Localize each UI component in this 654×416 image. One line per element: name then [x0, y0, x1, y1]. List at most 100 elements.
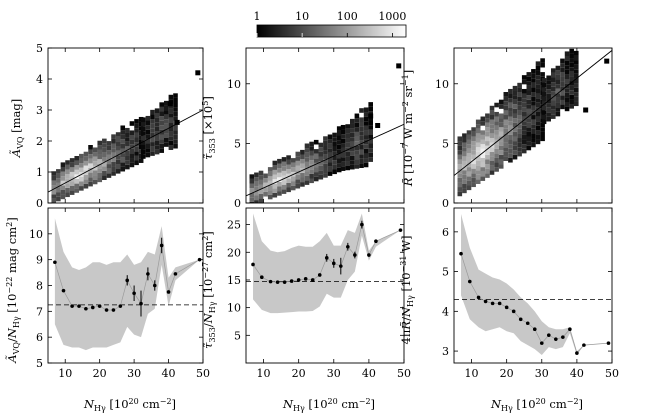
- heatmap-cell: [309, 178, 314, 184]
- heatmap-cell: [368, 106, 373, 112]
- heatmap-cell: [120, 130, 126, 135]
- heatmap-cell: [574, 42, 579, 47]
- heatmap-cell: [517, 128, 522, 134]
- ylabel-top-left: ÃVQ [mag]: [9, 99, 25, 158]
- heatmap-cell: [263, 178, 268, 183]
- heatmap-cell: [304, 148, 310, 153]
- heatmap-cell: [345, 128, 350, 134]
- heatmap-cell: [540, 122, 545, 128]
- heatmap-cell: [134, 155, 139, 161]
- heatmap-cell: [295, 174, 301, 180]
- heatmap-cell: [535, 65, 541, 71]
- heatmap-cell: [494, 102, 499, 108]
- heatmap-cell: [526, 141, 532, 146]
- heatmap-cell: [340, 166, 346, 171]
- heatmap-cell: [69, 176, 75, 182]
- heatmap-cell: [457, 141, 463, 146]
- heatmap-cell: [267, 194, 273, 200]
- heatmap-cell: [115, 136, 121, 142]
- heatmap-cell: [318, 147, 324, 152]
- heatmap-cell: [489, 165, 495, 171]
- heatmap-cell: [359, 149, 364, 155]
- heatmap-cell: [300, 177, 305, 183]
- heatmap-cell: [535, 116, 541, 122]
- heatmap-cell: [354, 150, 360, 155]
- heatmap-cell: [168, 113, 174, 118]
- heatmap-cell: [517, 105, 522, 111]
- heatmap-cell: [129, 153, 135, 159]
- heatmap-cell: [60, 189, 66, 195]
- x-tick-label: 10: [58, 367, 72, 380]
- heatmap-cell: [332, 141, 337, 147]
- heatmap-cell: [79, 163, 84, 168]
- heatmap-cell: [396, 63, 402, 69]
- heatmap-cell: [277, 172, 282, 178]
- heatmap-cell: [569, 48, 574, 54]
- heatmap-cell: [300, 172, 305, 178]
- heatmap-cell: [111, 148, 116, 153]
- data-point: [497, 301, 502, 306]
- heatmap-cell: [141, 117, 146, 123]
- xlabel-middle: NHγ [1020 cm−2]: [282, 397, 375, 413]
- heatmap-cell: [327, 152, 333, 158]
- heatmap-cell: [560, 90, 565, 96]
- heatmap-cell: [79, 167, 84, 173]
- heatmap-cell: [521, 111, 527, 117]
- heatmap-cell: [354, 113, 360, 119]
- x-tick-label: 50: [397, 367, 411, 380]
- heatmap-cell: [83, 156, 89, 161]
- heatmap-cell: [290, 176, 296, 182]
- heatmap-cell: [503, 92, 509, 97]
- heatmap-cell: [485, 113, 490, 119]
- heatmap-cell: [498, 150, 504, 155]
- heatmap-cell: [354, 145, 360, 151]
- heatmap-cell: [134, 119, 139, 124]
- heatmap-cell: [569, 76, 574, 82]
- heatmap-cell: [115, 159, 121, 165]
- heatmap-cell: [531, 128, 536, 134]
- heatmap-cell: [521, 98, 527, 103]
- heatmap-cell: [74, 160, 80, 166]
- heatmap-cell: [111, 157, 116, 162]
- heatmap-cell: [309, 169, 314, 174]
- heatmap-cell: [517, 142, 522, 148]
- heatmap-cell: [359, 121, 364, 127]
- heatmap-cell: [102, 161, 107, 167]
- heatmap-cell: [526, 72, 532, 77]
- heatmap-cell: [503, 151, 509, 157]
- ylabel-bottom-right: 4πR̃/NHγ [10−31 W]: [399, 236, 415, 345]
- heatmap-cell: [526, 118, 532, 123]
- y-tick-label: 10: [227, 302, 241, 315]
- heatmap-cell: [363, 153, 369, 159]
- heatmap-cell: [359, 131, 364, 136]
- data-point: [339, 264, 343, 268]
- heatmap-cell: [494, 148, 499, 154]
- heatmap-cell: [159, 120, 164, 126]
- heatmap-cell: [249, 192, 255, 198]
- heatmap-cell: [164, 128, 169, 134]
- colorbar: 1 10 100 1000: [254, 10, 406, 38]
- heatmap-cell: [517, 147, 522, 152]
- heatmap-cell: [508, 125, 513, 131]
- heatmap-cell: [345, 156, 350, 162]
- heatmap-cell: [304, 175, 310, 181]
- heatmap-cell: [462, 160, 467, 166]
- data-point: [331, 261, 336, 266]
- data-point: [310, 278, 315, 282]
- heatmap-cell: [498, 127, 504, 132]
- heatmap-cell: [159, 134, 164, 140]
- heatmap-cell: [309, 164, 314, 170]
- y-tick-label: 20: [227, 246, 241, 259]
- heatmap-cell: [512, 136, 518, 142]
- heatmap-cell: [535, 70, 541, 76]
- heatmap-cell: [541, 87, 547, 92]
- heatmap-cell: [92, 152, 98, 157]
- heatmap-cell: [462, 151, 467, 157]
- heatmap-cell: [145, 125, 151, 130]
- heatmap-cell: [494, 121, 499, 126]
- heatmap-cell: [526, 131, 532, 137]
- heatmap-cell: [466, 167, 472, 172]
- heatmap-cell: [546, 75, 551, 81]
- heatmap-cell: [88, 168, 93, 173]
